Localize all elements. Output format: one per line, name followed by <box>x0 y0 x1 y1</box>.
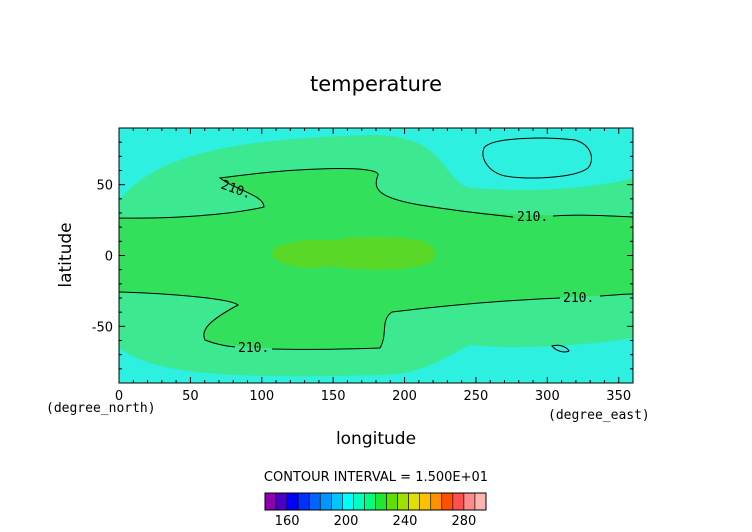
colorbar-swatch <box>353 492 365 511</box>
contour-cold-pocket-south <box>551 344 570 353</box>
x-tick-label: 350 <box>606 389 631 404</box>
x-tick-label: 300 <box>535 389 560 404</box>
contour-cold-pocket-north <box>482 137 592 179</box>
colorbar-swatch <box>308 492 321 511</box>
colorbar-frame <box>264 492 487 511</box>
contour-label-3: 210. <box>563 291 594 306</box>
y-axis: -50 0 50 <box>92 141 633 370</box>
x-unit-label: (degree_east) <box>548 408 650 423</box>
colorbar-swatch <box>375 492 387 511</box>
colorbar-tick-label: 280 <box>451 514 476 529</box>
y-tick-label: 0 <box>105 250 113 265</box>
colorbar-swatch <box>441 492 454 511</box>
colorbar-swatch <box>386 492 398 511</box>
colorbar-swatch <box>275 492 288 511</box>
y-unit-label: (degree_north) <box>46 401 156 416</box>
plot-area: 210. 210. 210. 210. <box>118 127 634 384</box>
x-tick-label: 100 <box>249 389 274 404</box>
colorbar-tick-label: 240 <box>393 514 418 529</box>
x-tick-label: 250 <box>464 389 489 404</box>
colorbar-swatch <box>408 492 420 511</box>
colorbar-swatch <box>286 492 299 511</box>
y-tick-label: -50 <box>92 320 113 335</box>
colorbar-swatch <box>430 492 443 511</box>
colorbar-ticks: 160 200 240 280 <box>275 514 477 529</box>
colorbar-swatch <box>419 492 432 511</box>
colorbar-swatch <box>342 492 354 511</box>
contour-line-north <box>118 168 634 219</box>
contour-interval-text: CONTOUR INTERVAL = 1.500E+01 <box>264 470 488 485</box>
x-axis: 0 50 100 150 200 250 300 350 <box>115 128 631 404</box>
colorbar-tick-label: 160 <box>275 514 300 529</box>
y-axis-label: latitude <box>56 222 76 287</box>
colorbar-swatch <box>452 492 465 511</box>
field-core-warmest <box>271 237 435 270</box>
x-tick-label: 50 <box>182 389 199 404</box>
colorbar-swatch <box>397 492 409 511</box>
x-tick-label: 0 <box>115 389 123 404</box>
x-tick-label: 150 <box>321 389 346 404</box>
contour-label-2: 210. <box>517 210 548 225</box>
colorbar <box>264 492 487 511</box>
colorbar-swatch <box>474 492 487 511</box>
y-tick-label: 50 <box>96 179 113 194</box>
colorbar-swatch <box>264 492 277 511</box>
contour-label-4: 210. <box>238 341 269 356</box>
colorbar-swatch <box>364 492 376 511</box>
contour-line-south <box>118 291 634 350</box>
colorbar-tick-label: 200 <box>334 514 359 529</box>
colorbar-swatch <box>297 492 310 511</box>
x-tick-label: 200 <box>392 389 417 404</box>
x-axis-label: longitude <box>336 429 416 449</box>
colorbar-swatch <box>330 492 343 511</box>
chart-title: temperature <box>310 72 442 96</box>
colorbar-swatch <box>463 492 476 511</box>
colorbar-swatch <box>319 492 332 511</box>
